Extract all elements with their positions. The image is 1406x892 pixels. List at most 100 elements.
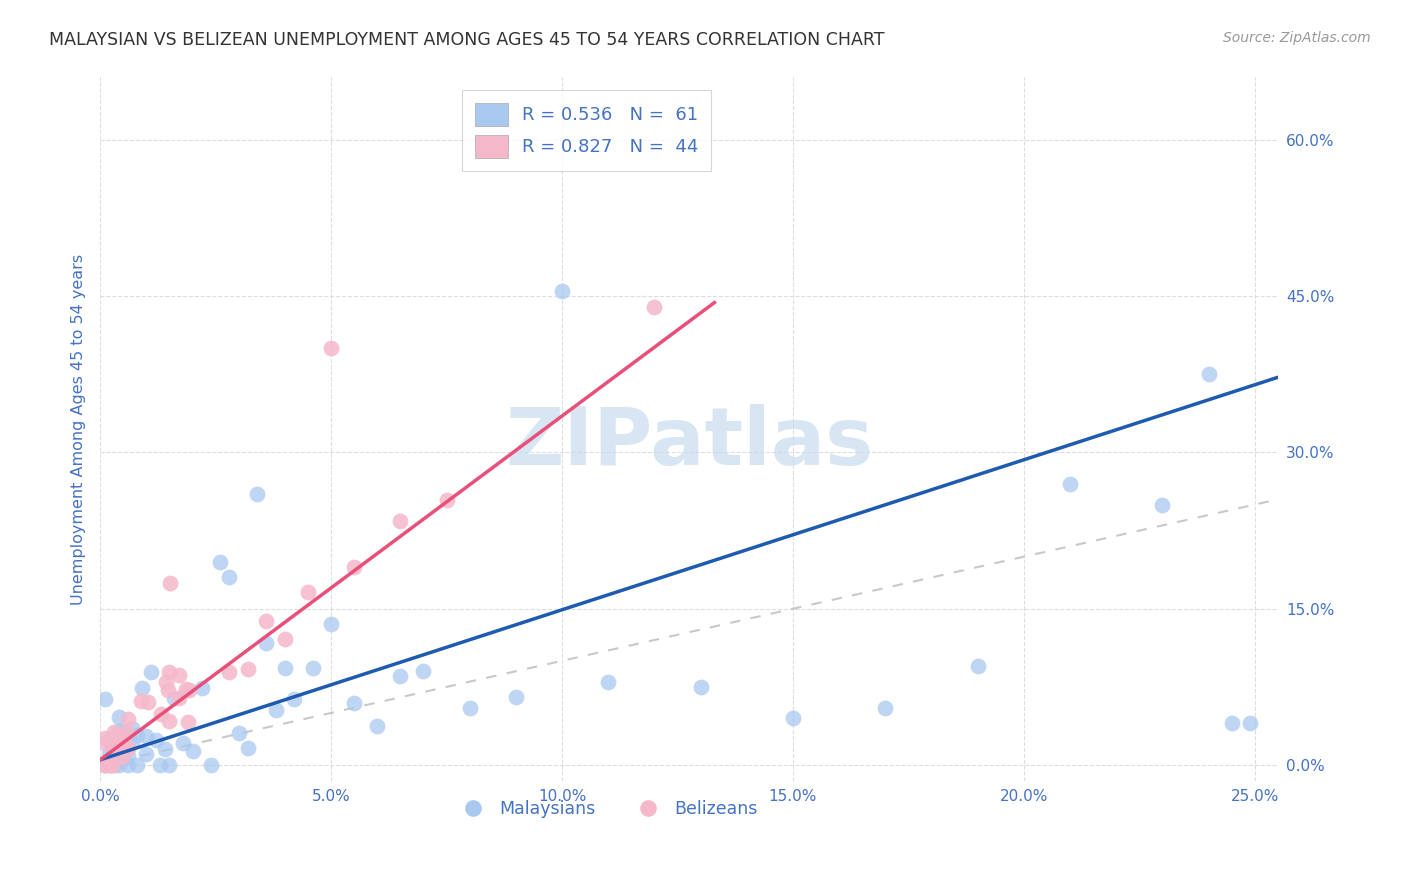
Point <box>297 585 319 599</box>
Point <box>458 700 481 714</box>
Point <box>101 734 124 748</box>
Point <box>283 692 305 706</box>
Point <box>129 694 152 708</box>
Point <box>254 636 277 650</box>
Point <box>366 719 388 733</box>
Point <box>149 758 172 772</box>
Point <box>1198 368 1220 382</box>
Point <box>117 748 139 763</box>
Point <box>389 515 412 529</box>
Point <box>254 614 277 628</box>
Point <box>121 721 143 735</box>
Point <box>157 714 180 729</box>
Point <box>343 560 366 574</box>
Text: MALAYSIAN VS BELIZEAN UNEMPLOYMENT AMONG AGES 45 TO 54 YEARS CORRELATION CHART: MALAYSIAN VS BELIZEAN UNEMPLOYMENT AMONG… <box>49 31 884 49</box>
Point <box>319 341 342 355</box>
Y-axis label: Unemployment Among Ages 45 to 54 years: Unemployment Among Ages 45 to 54 years <box>72 253 86 605</box>
Point <box>139 665 162 680</box>
Point <box>155 675 177 690</box>
Point <box>94 691 117 706</box>
Point <box>112 747 135 762</box>
Point <box>169 691 191 706</box>
Text: ZIPatlas: ZIPatlas <box>505 404 873 482</box>
Point <box>782 711 804 725</box>
Point <box>103 745 125 759</box>
Point <box>108 729 131 743</box>
Point <box>105 739 128 753</box>
Point <box>236 741 259 756</box>
Point <box>100 758 122 772</box>
Legend: Malaysians, Belizeans: Malaysians, Belizeans <box>449 793 763 825</box>
Point <box>319 617 342 632</box>
Point <box>112 725 135 739</box>
Point <box>181 744 204 758</box>
Point <box>551 284 574 298</box>
Point <box>117 712 139 726</box>
Point <box>125 728 148 742</box>
Point <box>157 665 180 679</box>
Point <box>107 723 129 738</box>
Point <box>598 674 620 689</box>
Point <box>274 632 297 647</box>
Point <box>117 740 139 755</box>
Point <box>389 669 412 683</box>
Point <box>103 745 125 759</box>
Point <box>112 751 135 765</box>
Point <box>107 709 129 723</box>
Point <box>172 736 194 750</box>
Point <box>179 683 201 698</box>
Point <box>131 681 153 695</box>
Point <box>1152 498 1174 512</box>
Point <box>104 732 127 747</box>
Point <box>218 665 240 679</box>
Point <box>103 731 125 745</box>
Point <box>117 758 139 772</box>
Point <box>218 570 240 584</box>
Point <box>157 758 180 772</box>
Point <box>643 301 665 315</box>
Point <box>111 750 134 764</box>
Point <box>228 726 250 740</box>
Point <box>107 758 129 772</box>
Text: Source: ZipAtlas.com: Source: ZipAtlas.com <box>1223 31 1371 45</box>
Point <box>94 758 117 772</box>
Point <box>190 681 212 695</box>
Point <box>153 742 176 756</box>
Point <box>112 744 135 758</box>
Point <box>264 703 287 717</box>
Point <box>169 668 191 682</box>
Point <box>94 758 117 772</box>
Point <box>246 487 269 501</box>
Point <box>1220 716 1243 731</box>
Point <box>274 661 297 675</box>
Point <box>149 707 172 722</box>
Point <box>98 758 121 772</box>
Point <box>112 729 135 743</box>
Point <box>103 758 125 772</box>
Point <box>875 700 897 714</box>
Point <box>236 661 259 675</box>
Point <box>112 739 135 754</box>
Point <box>163 690 186 705</box>
Point <box>174 681 197 696</box>
Point <box>412 665 434 679</box>
Point <box>105 738 128 752</box>
Point <box>100 758 122 772</box>
Point <box>103 725 125 739</box>
Point <box>135 747 157 762</box>
Point <box>966 659 988 673</box>
Point <box>98 733 121 747</box>
Point <box>94 736 117 750</box>
Point <box>209 555 232 569</box>
Point <box>121 735 143 749</box>
Point <box>94 758 117 772</box>
Point <box>343 696 366 710</box>
Point <box>176 714 198 729</box>
Point <box>98 746 121 760</box>
Point <box>145 733 167 747</box>
Point <box>1239 716 1261 731</box>
Point <box>200 758 222 772</box>
Point <box>156 683 179 698</box>
Point <box>436 493 458 508</box>
Point <box>94 731 117 746</box>
